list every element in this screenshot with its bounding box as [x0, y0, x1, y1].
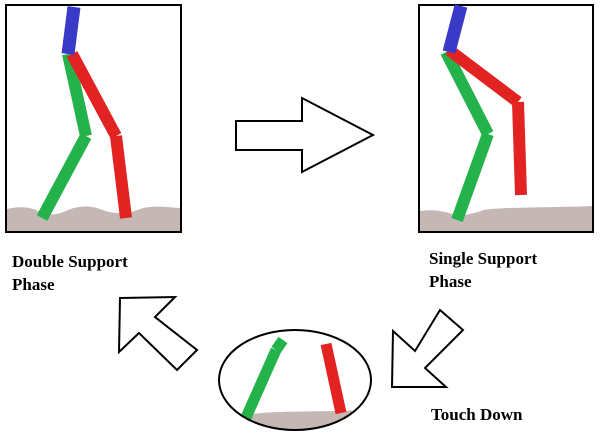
touch-down-frame — [218, 329, 372, 431]
double-support-caption-line1: Double Support — [12, 252, 128, 271]
double-support-right-leg-thigh — [66, 51, 122, 139]
double-support-caption-line2: Phase — [12, 275, 55, 294]
touch-down-left-leg — [271, 336, 288, 354]
touch-down-caption: Touch Down — [431, 403, 523, 426]
touch-down-caption-line1: Touch Down — [431, 405, 523, 424]
single-support-panel — [418, 4, 594, 233]
double-support-torso — [61, 6, 81, 55]
single-support-caption-line1: Single Support — [429, 249, 538, 268]
double-support-panel — [5, 4, 182, 233]
single-support-ground — [420, 206, 592, 231]
double-support-ground — [7, 206, 180, 231]
double-support-right-leg-shank — [110, 135, 132, 219]
arrow-right — [235, 96, 376, 174]
double-support-left-leg-shank — [36, 133, 92, 221]
arrow-down-left — [390, 308, 465, 388]
single-support-frame — [418, 4, 594, 233]
double-support-frame — [5, 4, 182, 233]
double-support-caption: Double Support Phase — [12, 250, 128, 296]
double-support-left-leg-thigh — [62, 52, 92, 138]
arrow-up-left — [117, 295, 199, 372]
touch-down-left-leg-shank — [238, 347, 282, 425]
single-support-left-leg-shank — [451, 131, 494, 223]
single-support-right-leg-shank — [512, 101, 527, 196]
touch-down-panel — [218, 329, 372, 431]
single-support-caption: Single Support Phase — [429, 247, 537, 293]
single-support-left-leg-thigh — [440, 49, 494, 137]
touch-down-right-leg — [320, 342, 347, 415]
single-support-right-leg-thigh — [445, 45, 522, 107]
single-support-torso — [442, 4, 468, 54]
single-support-caption-line2: Phase — [429, 272, 472, 291]
